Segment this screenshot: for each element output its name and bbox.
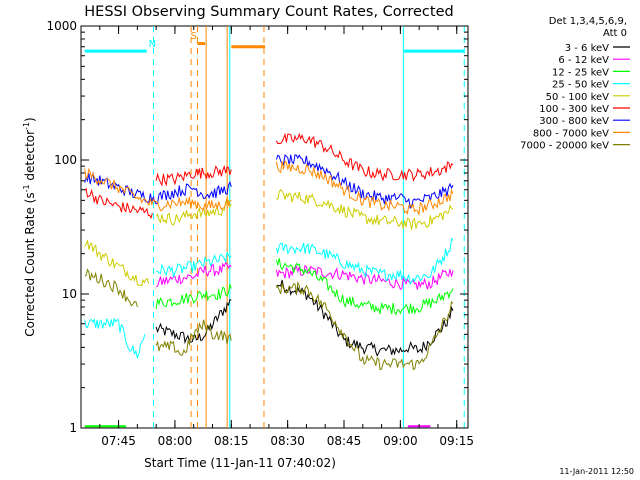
y-tick-label: 1	[69, 421, 77, 435]
series-line	[275, 132, 454, 182]
series-line	[84, 317, 146, 359]
series-trace	[84, 237, 454, 359]
series-line	[155, 261, 232, 288]
legend-label: 7000 - 20000 keV	[520, 141, 609, 152]
y-axis-label-sup2: -1	[22, 122, 31, 130]
x-tick-label: 07:45	[101, 434, 136, 448]
series-line	[275, 237, 454, 286]
y-ticks: 1 10 100 1000	[46, 19, 468, 435]
series-line	[155, 199, 232, 226]
chart-title: HESSI Observing Summary Count Rates, Cor…	[84, 4, 453, 20]
series-line	[275, 258, 454, 316]
plot-frame	[80, 25, 469, 429]
series-line	[276, 188, 454, 230]
x-tick-label: 08:15	[214, 434, 249, 448]
legend-header-line1: Det 1,3,4,5,6,9,	[549, 16, 627, 27]
x-tick-label: 08:45	[327, 434, 362, 448]
series-line	[276, 280, 454, 371]
legend-header-line2: Att 0	[603, 28, 627, 39]
series-line	[155, 164, 232, 187]
series-line	[84, 268, 138, 308]
footer-date: 11-Jan-2011 12:50	[559, 467, 634, 476]
series-trace	[155, 261, 454, 291]
series-trace	[84, 188, 454, 287]
legend-label: 100 - 300 keV	[539, 104, 609, 115]
y-axis-label-sup1: -1	[22, 184, 31, 192]
series-line	[155, 251, 232, 279]
y-axis-label-main: Corrected Count Rate (s	[23, 192, 37, 336]
flag-label: N	[149, 39, 156, 50]
legend-label: 6 - 12 keV	[558, 55, 609, 66]
x-tick-label: 09:00	[383, 434, 418, 448]
y-tick-label: 1000	[46, 19, 77, 33]
x-axis-label: Start Time (11-Jan-11 07:40:02)	[144, 456, 336, 470]
legend-label: 3 - 6 keV	[565, 43, 609, 54]
flag-bars: NS	[84, 31, 465, 428]
legend-label: 50 - 100 keV	[546, 92, 610, 103]
series-line	[275, 160, 454, 217]
series-line	[275, 264, 454, 291]
vertical-lines	[153, 26, 465, 428]
series-line	[276, 279, 454, 357]
series-line	[275, 154, 454, 209]
x-ticks: 07:45 08:00 08:15 08:30 08:45 09:00 09:15	[99, 26, 474, 448]
x-tick-label: 08:00	[158, 434, 193, 448]
series-line	[155, 283, 232, 310]
series-trace	[155, 258, 454, 316]
y-tick-label: 10	[62, 287, 77, 301]
y-axis-label-end: )	[23, 117, 37, 122]
series-trace	[84, 160, 454, 217]
series-trace	[84, 132, 454, 220]
series-line	[84, 171, 232, 205]
y-axis-label-mid: detector	[23, 130, 37, 185]
legend-label: 12 - 25 keV	[552, 67, 609, 78]
y-axis-label: Corrected Count Rate (s-1 detector-1)	[22, 117, 37, 336]
legend-label: 300 - 800 keV	[539, 116, 609, 127]
legend-label: 800 - 7000 keV	[533, 128, 609, 139]
series-trace	[84, 268, 454, 371]
x-tick-label: 08:30	[270, 434, 305, 448]
flag-label: S	[191, 31, 197, 42]
legend-label: 25 - 50 keV	[552, 80, 609, 91]
series-trace	[84, 154, 454, 209]
series-line	[84, 167, 232, 212]
series-line	[84, 239, 150, 287]
x-tick-label: 09:15	[439, 434, 474, 448]
y-tick-label: 100	[54, 153, 77, 167]
series-line	[84, 187, 153, 220]
series-layer	[84, 132, 454, 371]
series-line	[155, 319, 232, 356]
